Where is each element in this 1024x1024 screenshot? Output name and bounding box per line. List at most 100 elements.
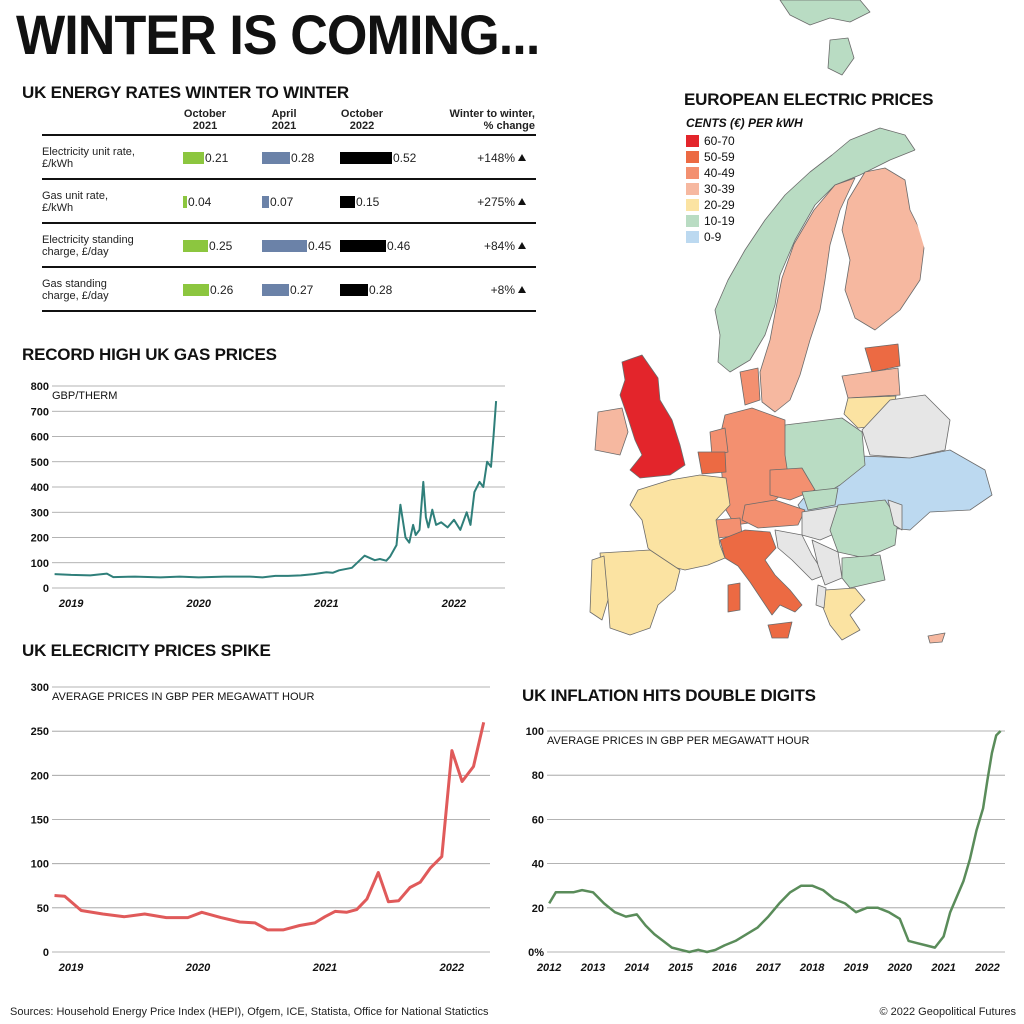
x-tick-label: 2020 bbox=[185, 962, 211, 974]
table-bar bbox=[262, 196, 269, 208]
copyright-note: © 2022 Geopolitical Futures bbox=[879, 1006, 1016, 1018]
table-bar-value: 0.04 bbox=[188, 195, 212, 209]
legend-swatch bbox=[686, 167, 699, 179]
x-tick-label: 2020 bbox=[887, 962, 913, 974]
europe-map bbox=[589, 0, 1024, 644]
table-bar-value: 0.45 bbox=[308, 239, 332, 253]
y-tick-label: 100 bbox=[31, 558, 49, 570]
y-axis-label: AVERAGE PRICES IN GBP PER MEGAWATT HOUR bbox=[547, 735, 809, 747]
map-portugal bbox=[589, 555, 609, 621]
x-tick-label: 2014 bbox=[624, 962, 649, 974]
map-latvia bbox=[841, 367, 901, 399]
map-finland bbox=[841, 167, 926, 331]
y-tick-label: 80 bbox=[532, 770, 544, 782]
table-bar-value: 0.21 bbox=[205, 151, 229, 165]
table-change-value: +275% bbox=[477, 195, 515, 209]
table-bar-value: 0.25 bbox=[209, 239, 233, 253]
map-arctic-island bbox=[827, 37, 855, 76]
map-france bbox=[629, 474, 731, 571]
map-netherlands bbox=[709, 427, 729, 457]
table-bar bbox=[183, 240, 208, 252]
table-bar bbox=[183, 284, 209, 296]
legend-swatch bbox=[686, 135, 699, 147]
map-legend-title: CENTS (€) PER kWH bbox=[686, 116, 803, 130]
map-legend-item: 20-29 bbox=[686, 198, 735, 212]
table-bar-value: 0.46 bbox=[387, 239, 411, 253]
up-arrow-icon bbox=[518, 154, 526, 161]
map-russia-west bbox=[890, 150, 1024, 460]
y-tick-label: 100 bbox=[31, 859, 49, 871]
col-header-apr2021: April 2021 bbox=[271, 108, 296, 132]
map-sardinia bbox=[727, 582, 741, 613]
table-bar bbox=[262, 152, 290, 164]
x-tick-label: 2019 bbox=[843, 962, 869, 974]
map-great-britain bbox=[619, 354, 686, 479]
elec-chart-title: UK ELECRICITY PRICES SPIKE bbox=[22, 641, 271, 660]
map-legend-item: 40-49 bbox=[686, 166, 735, 180]
x-tick-label: 2020 bbox=[186, 598, 212, 610]
x-tick-label: 2022 bbox=[441, 598, 466, 610]
y-tick-label: 40 bbox=[532, 859, 544, 871]
series-line bbox=[54, 401, 498, 579]
main-title: WINTER IS COMING... bbox=[16, 3, 540, 66]
map-legend: 60-70 50-59 40-49 30-39 20-29 10-19 0-9 bbox=[686, 134, 786, 254]
up-arrow-icon bbox=[518, 198, 526, 205]
y-tick-label: 20 bbox=[532, 903, 544, 915]
table-bar bbox=[262, 240, 307, 252]
table-bar-value: 0.15 bbox=[356, 195, 380, 209]
map-bulgaria bbox=[841, 554, 886, 589]
table-bar-value: 0.28 bbox=[291, 151, 315, 165]
x-tick-label: 2021 bbox=[312, 962, 337, 974]
x-tick-label: 2019 bbox=[58, 962, 84, 974]
y-axis-label: GBP/THERM bbox=[52, 390, 117, 402]
map-sweden bbox=[759, 177, 856, 413]
x-tick-label: 2022 bbox=[974, 962, 999, 974]
y-tick-label: 0 bbox=[43, 947, 49, 959]
legend-label: 20-29 bbox=[704, 198, 735, 212]
table-row-label: Electricity unit rate, £/kWh bbox=[42, 146, 135, 170]
map-moldova bbox=[887, 499, 903, 531]
y-tick-label: 100 bbox=[526, 726, 544, 738]
legend-label: 60-70 bbox=[704, 134, 735, 148]
gas-chart-title: RECORD HIGH UK GAS PRICES bbox=[22, 345, 277, 364]
table-bar bbox=[340, 152, 392, 164]
table-bar bbox=[340, 284, 368, 296]
table-bar-value: 0.27 bbox=[290, 283, 314, 297]
table-bar-value: 0.07 bbox=[270, 195, 294, 209]
legend-swatch bbox=[686, 199, 699, 211]
y-tick-label: 0 bbox=[43, 583, 49, 595]
y-tick-label: 400 bbox=[31, 482, 49, 494]
x-tick-label: 2018 bbox=[799, 962, 825, 974]
map-norway bbox=[714, 127, 916, 373]
map-austria bbox=[741, 499, 806, 529]
x-tick-label: 2013 bbox=[580, 962, 605, 974]
legend-label: 40-49 bbox=[704, 166, 735, 180]
y-tick-label: 200 bbox=[31, 770, 49, 782]
map-albania bbox=[815, 584, 827, 609]
col-header-change: Winter to winter,% change bbox=[450, 108, 535, 132]
table-row-label: Gas unit rate, £/kWh bbox=[42, 190, 108, 214]
x-tick-label: 2021 bbox=[313, 598, 338, 610]
map-legend-item: 10-19 bbox=[686, 214, 735, 228]
x-tick-label: 2017 bbox=[755, 962, 781, 974]
up-arrow-icon bbox=[518, 286, 526, 293]
energy-table: October 2021 April 2021 October 2022 Winter to… bbox=[42, 108, 536, 312]
y-tick-label: 700 bbox=[31, 406, 49, 418]
table-bar bbox=[340, 196, 355, 208]
legend-swatch bbox=[686, 183, 699, 195]
table-change-value: +84% bbox=[484, 239, 515, 253]
x-tick-label: 2019 bbox=[58, 598, 84, 610]
map-slovakia bbox=[801, 487, 839, 511]
table-bar-value: 0.28 bbox=[369, 283, 393, 297]
map-italy bbox=[719, 529, 803, 616]
up-arrow-icon bbox=[518, 242, 526, 249]
map-greece bbox=[821, 587, 866, 641]
series-line bbox=[548, 730, 1002, 954]
series-line bbox=[54, 721, 486, 932]
sources-note: Sources: Household Energy Price Index (H… bbox=[10, 1006, 489, 1018]
y-tick-label: 0% bbox=[528, 947, 544, 959]
table-bar-value: 0.26 bbox=[210, 283, 234, 297]
